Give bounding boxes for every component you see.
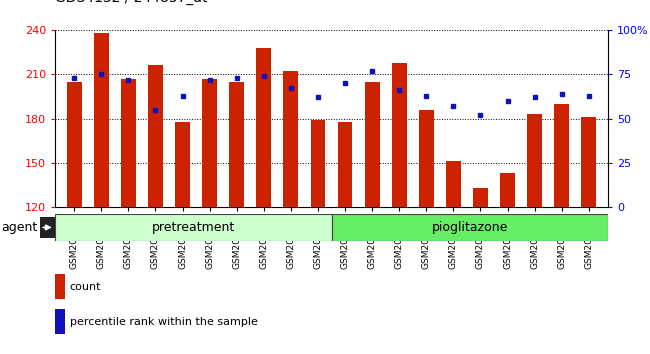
Bar [392,63,407,207]
Bar [283,72,298,207]
Bar [337,121,352,207]
Text: percentile rank within the sample: percentile rank within the sample [70,317,258,327]
Text: pioglitazone: pioglitazone [432,221,508,234]
Bar [365,82,380,207]
Text: pretreatment: pretreatment [151,221,235,234]
Bar [527,114,542,207]
Bar [419,110,434,207]
Bar [202,79,217,207]
Bar [500,173,515,207]
Bar [175,121,190,207]
Bar [148,65,163,207]
Bar [55,274,65,299]
Bar [67,82,82,207]
Text: GDS4132 / 244857_at: GDS4132 / 244857_at [55,0,208,5]
Text: agent: agent [1,221,38,234]
Bar [473,188,488,207]
Bar [332,214,608,241]
Bar [55,309,65,334]
Bar [554,104,569,207]
Bar [229,82,244,207]
Bar [311,120,326,207]
Bar [256,48,271,207]
Bar [40,217,55,238]
Bar [55,214,332,241]
Text: count: count [70,282,101,292]
Bar [94,33,109,207]
Bar [121,79,136,207]
Bar [446,161,461,207]
Bar [581,117,596,207]
